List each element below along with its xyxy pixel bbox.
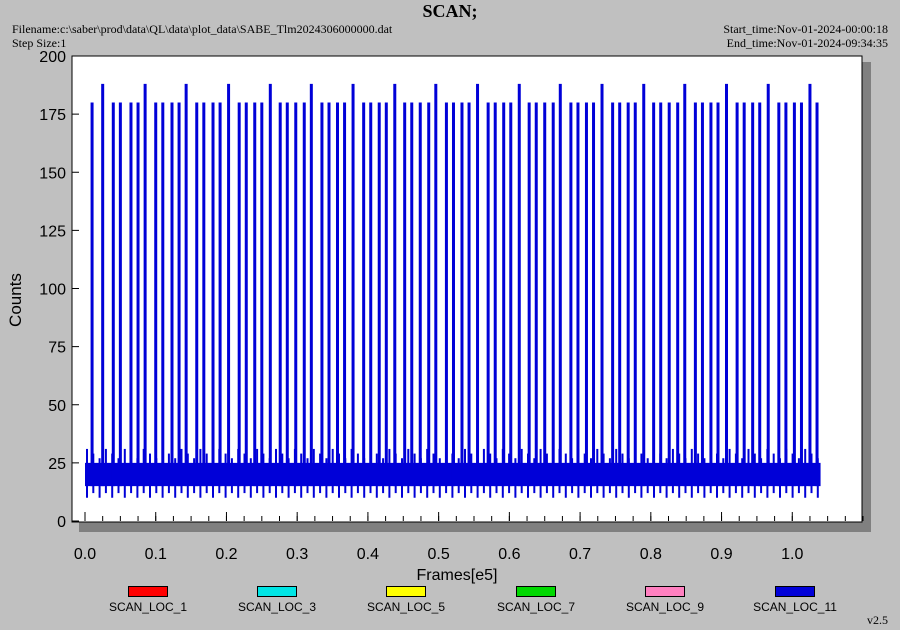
y-tick-label: 0 xyxy=(57,514,66,531)
x-tick-label: 0.5 xyxy=(428,546,450,563)
chart-title: SCAN; xyxy=(422,1,478,21)
y-tick-label: 150 xyxy=(39,165,66,182)
x-tick-label: 0.6 xyxy=(498,546,520,563)
x-axis-label: Frames[e5] xyxy=(417,567,498,584)
time-info: Start_time:Nov-01-2024-00:00:18 End_time… xyxy=(723,22,888,50)
legend-label: SCAN_LOC_11 xyxy=(753,600,837,614)
x-tick-label: 0.9 xyxy=(710,546,732,563)
x-tick-label: 0.2 xyxy=(215,546,237,563)
legend-label: SCAN_LOC_7 xyxy=(496,600,576,614)
legend-item: SCAN_LOC_7 xyxy=(481,586,591,614)
legend-item: SCAN_LOC_3 xyxy=(222,586,332,614)
end-time-text: End_time:Nov-01-2024-09:34:35 xyxy=(726,36,888,50)
chart-legend: SCAN_LOC_1 SCAN_LOC_3 SCAN_LOC_5 SCAN_LOC_7… xyxy=(0,586,900,616)
y-tick-label: 175 xyxy=(39,107,66,124)
file-info: Filename:c:\saber\prod\data\QL\data\plot… xyxy=(12,22,392,50)
x-tick-label: 0.7 xyxy=(569,546,591,563)
step-size-text: Step Size:1 xyxy=(12,36,67,50)
y-tick-label: 100 xyxy=(39,282,66,299)
y-tick-label: 200 xyxy=(39,49,66,66)
legend-item: SCAN_LOC_1 xyxy=(93,586,203,614)
legend-item: SCAN_LOC_11 xyxy=(740,586,850,614)
start-time-text: Start_time:Nov-01-2024-00:00:18 xyxy=(723,22,888,36)
legend-swatch xyxy=(386,586,426,597)
x-tick-label: 0.4 xyxy=(357,546,379,563)
y-tick-label: 25 xyxy=(48,456,66,473)
legend-swatch xyxy=(257,586,297,597)
legend-label: SCAN_LOC_5 xyxy=(366,600,446,614)
x-tick-label: 0.0 xyxy=(74,546,96,563)
version-label: v2.5 xyxy=(867,613,888,627)
y-tick-label: 50 xyxy=(48,398,66,415)
x-tick-label: 1.0 xyxy=(781,546,803,563)
x-tick-label: 0.8 xyxy=(640,546,662,563)
legend-swatch xyxy=(775,586,815,597)
plot-content: 0 25 50 75 100 125 150 175 200 0.0 0.1 0.2 0.3 0.4 0.5… xyxy=(39,49,864,563)
legend-item: SCAN_LOC_9 xyxy=(610,586,720,614)
filename-text: Filename:c:\saber\prod\data\QL\data\plot… xyxy=(12,22,393,36)
y-tick-label: 75 xyxy=(48,340,66,357)
legend-swatch xyxy=(128,586,168,597)
legend-label: SCAN_LOC_1 xyxy=(108,600,188,614)
x-tick-label: 0.3 xyxy=(286,546,308,563)
legend-swatch xyxy=(516,586,556,597)
legend-label: SCAN_LOC_9 xyxy=(625,600,705,614)
y-tick-label: 125 xyxy=(39,223,66,240)
y-axis-label: Counts xyxy=(6,273,25,327)
legend-swatch xyxy=(645,586,685,597)
x-tick-label: 0.1 xyxy=(145,546,167,563)
legend-item: SCAN_LOC_5 xyxy=(351,586,461,614)
legend-label: SCAN_LOC_3 xyxy=(237,600,317,614)
